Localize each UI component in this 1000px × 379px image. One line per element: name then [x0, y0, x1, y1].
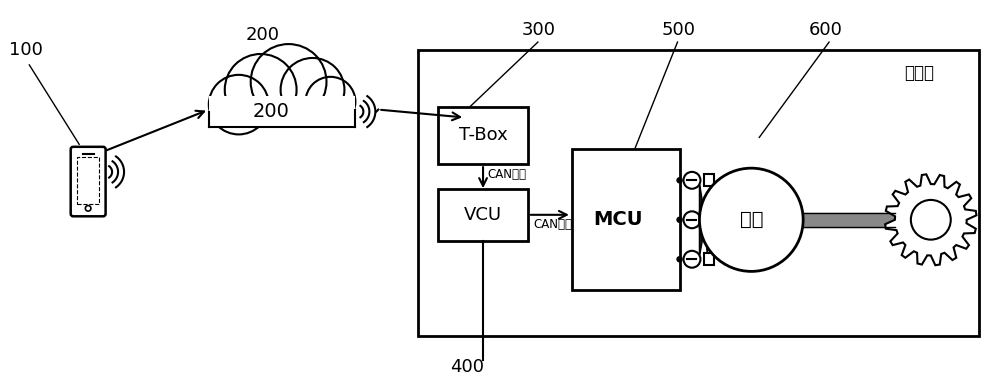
Circle shape — [683, 251, 700, 268]
Circle shape — [225, 54, 297, 125]
Circle shape — [306, 77, 355, 127]
Bar — [704, 214, 714, 226]
Circle shape — [209, 75, 269, 135]
Text: 600: 600 — [809, 21, 843, 39]
Bar — [209, 96, 355, 127]
Circle shape — [85, 205, 91, 211]
Text: 400: 400 — [450, 358, 484, 376]
Text: MCU: MCU — [593, 210, 642, 229]
Circle shape — [677, 217, 682, 222]
Polygon shape — [885, 174, 976, 265]
Bar — [704, 174, 714, 186]
Circle shape — [683, 211, 700, 228]
Text: 300: 300 — [522, 21, 556, 39]
Text: 电机: 电机 — [740, 210, 763, 229]
Text: 500: 500 — [662, 21, 696, 39]
Bar — [438, 189, 528, 241]
Bar — [418, 50, 979, 336]
Text: 100: 100 — [9, 41, 43, 59]
Circle shape — [911, 200, 951, 240]
Text: T-Box: T-Box — [459, 127, 507, 144]
Bar — [572, 149, 680, 290]
Bar — [77, 157, 99, 204]
Text: 200: 200 — [246, 26, 280, 44]
Circle shape — [251, 44, 326, 119]
Text: VCU: VCU — [464, 206, 502, 224]
Circle shape — [699, 168, 803, 271]
Text: 车辆端: 车辆端 — [904, 64, 934, 82]
Circle shape — [677, 178, 682, 183]
Polygon shape — [699, 184, 707, 256]
Text: CAN网络: CAN网络 — [487, 168, 526, 181]
Bar — [704, 253, 714, 265]
Circle shape — [677, 257, 682, 262]
Bar — [438, 106, 528, 164]
Circle shape — [683, 172, 700, 189]
FancyBboxPatch shape — [71, 147, 106, 216]
Circle shape — [281, 58, 344, 122]
Text: 200: 200 — [252, 102, 289, 121]
Text: CAN网络: CAN网络 — [533, 218, 572, 231]
